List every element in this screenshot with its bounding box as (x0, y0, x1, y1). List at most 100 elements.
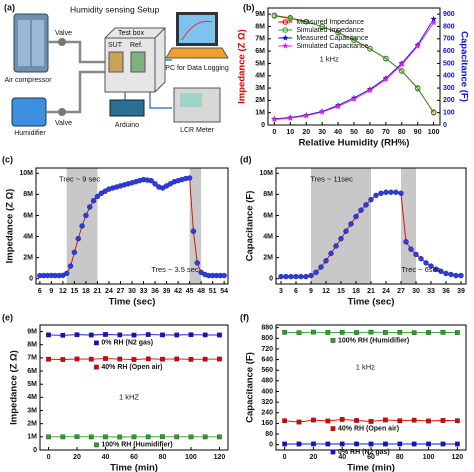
marker (288, 273, 294, 280)
marker (319, 23, 325, 30)
panel-label: (f) (240, 312, 249, 322)
marker (413, 251, 419, 258)
marker (90, 197, 97, 204)
marker (148, 177, 154, 184)
marker (330, 338, 336, 343)
marker (335, 30, 341, 36)
marker (418, 255, 424, 262)
valve-icon (58, 38, 66, 46)
y2-tick-label: 800 (443, 23, 455, 30)
marker (368, 329, 374, 335)
label: Air compressor (4, 77, 52, 84)
marker (145, 332, 151, 337)
y-tick-label: 1M (27, 434, 37, 441)
x-tick-label: 36 (442, 288, 450, 295)
marker (94, 442, 99, 448)
marker (335, 103, 342, 110)
label: LCR Meter (180, 127, 215, 134)
marker (426, 330, 431, 335)
marker (194, 260, 200, 266)
marker (423, 260, 429, 266)
marker (303, 112, 310, 119)
x-tick-label: 27 (117, 288, 125, 295)
marker (408, 246, 414, 252)
marker (428, 263, 434, 269)
marker (411, 441, 417, 447)
marker (131, 434, 137, 440)
marker (46, 356, 51, 362)
y-tick-label: 560 (261, 367, 273, 374)
x-tick-label: 80 (396, 454, 404, 461)
marker (333, 243, 339, 249)
label: PC for Data Logging (165, 65, 229, 72)
marker (311, 417, 316, 423)
marker (88, 332, 94, 338)
x-tick-label: 39 (163, 288, 171, 295)
marker (202, 434, 208, 440)
marker (278, 273, 284, 280)
x-tick-label: 48 (197, 288, 205, 295)
marker (393, 189, 399, 195)
marker (282, 34, 289, 41)
x-tick-label: 6 (294, 288, 298, 295)
y-tick-label: 6M (23, 212, 33, 219)
marker (426, 418, 431, 424)
marker (282, 19, 289, 25)
marker (303, 273, 309, 280)
marker (458, 272, 464, 279)
marker (87, 204, 93, 210)
marker (339, 417, 345, 422)
legend-label: 40% RH (Open air) (101, 364, 162, 371)
marker (348, 221, 354, 227)
marker (282, 329, 287, 335)
diagram-title: Humidity sensing Setup (70, 4, 160, 14)
marker (202, 356, 208, 362)
pc-display (179, 15, 215, 43)
marker (323, 258, 329, 264)
marker (79, 223, 85, 229)
marker (440, 329, 446, 335)
marker (188, 434, 194, 440)
marker (343, 228, 349, 234)
marker (373, 192, 379, 199)
y-tick-label: 6M (263, 212, 273, 219)
marker (330, 426, 336, 431)
marker (160, 332, 165, 338)
marker (60, 332, 66, 338)
x-tick-label: 60 (367, 454, 375, 461)
x-tick-label: 27 (397, 288, 405, 295)
y2-axis-title: Capacitance (F) (458, 31, 469, 102)
marker (354, 418, 359, 423)
test-box-edge (105, 27, 166, 92)
marker (351, 37, 357, 44)
marker (60, 434, 66, 440)
y-tick-label: 880 (261, 325, 273, 332)
wire (124, 59, 172, 109)
x-tick-label: 24 (382, 288, 390, 295)
marker (397, 329, 403, 335)
marker (353, 213, 359, 220)
x-tick-label: 12 (59, 288, 67, 295)
marker (325, 330, 331, 335)
marker (293, 273, 299, 280)
marker (378, 190, 384, 197)
marker (75, 235, 81, 242)
marker (303, 18, 310, 25)
y-tick-label: 5M (255, 60, 265, 67)
x-tick-label: 9 (49, 288, 53, 295)
x-axis-title: Time (sec) (109, 297, 156, 308)
x-tick-label: 10 (286, 129, 294, 136)
marker (411, 330, 417, 336)
x-tick-label: 100 (185, 454, 197, 461)
legend-label: 100% RH (Humidifier) (101, 442, 172, 449)
y-tick-label: 6M (27, 368, 37, 375)
y-tick-label: 7M (255, 36, 265, 43)
compressor-tank (18, 20, 30, 66)
x-tick-label: 15 (71, 288, 79, 295)
annotation: 1 kHz (356, 362, 375, 371)
x-tick-label: 30 (412, 288, 420, 295)
y2-tick-label: 200 (443, 97, 455, 104)
marker (271, 13, 278, 19)
x-tick-label: 21 (367, 288, 375, 295)
arduino-icon (109, 99, 145, 117)
